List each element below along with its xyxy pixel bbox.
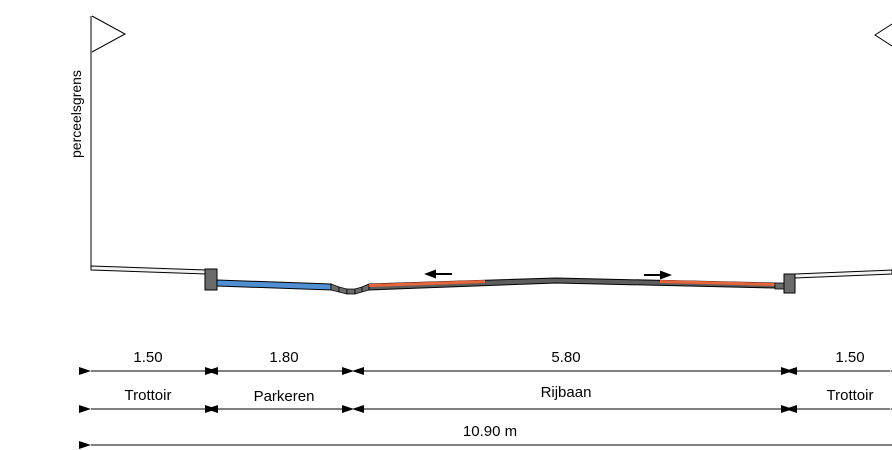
bike-lane-right [660, 280, 775, 286]
gutter [330, 283, 370, 295]
total-dimension: 10.90 m [79, 423, 892, 449]
direction-arrow-right-icon [644, 270, 672, 280]
direction-arrow-left-icon [424, 269, 452, 279]
left-boundary: perceelsgrens [68, 15, 127, 269]
dim-value-trottoir-left: 1.50 [133, 349, 162, 366]
right-boundary [874, 23, 892, 47]
width-dimensions: 1.50 1.80 5.80 1.50 [79, 349, 892, 375]
right-curb-gutter [774, 282, 785, 290]
right-sidewalk [794, 269, 892, 279]
left-sidewalk [90, 265, 207, 275]
left-curb [204, 268, 218, 291]
parking-surface [216, 279, 332, 291]
boundary-label: perceelsgrens [68, 70, 84, 158]
segment-label-trottoir-right: Trottoir [827, 387, 874, 404]
gutter-block [354, 286, 363, 295]
gutter-block [346, 288, 356, 295]
left-boundary-flag-icon [91, 15, 127, 53]
segment-label-parkeren: Parkeren [254, 388, 315, 405]
bike-lane-left [369, 280, 485, 287]
gutter-block [338, 286, 348, 295]
right-curb [783, 273, 796, 294]
dim-value-trottoir-right: 1.50 [835, 349, 864, 366]
gutter-block [330, 283, 340, 293]
dim-value-rijbaan: 5.80 [551, 349, 580, 366]
total-width-label: 10.90 m [463, 423, 517, 440]
segment-names: Trottoir Parkeren Rijbaan Trottoir [79, 384, 892, 413]
gutter-block [361, 283, 370, 293]
right-boundary-flag-icon [874, 23, 892, 47]
dim-value-parkeren: 1.80 [269, 349, 298, 366]
segment-label-trottoir-left: Trottoir [125, 387, 172, 404]
segment-label-rijbaan: Rijbaan [541, 384, 592, 401]
